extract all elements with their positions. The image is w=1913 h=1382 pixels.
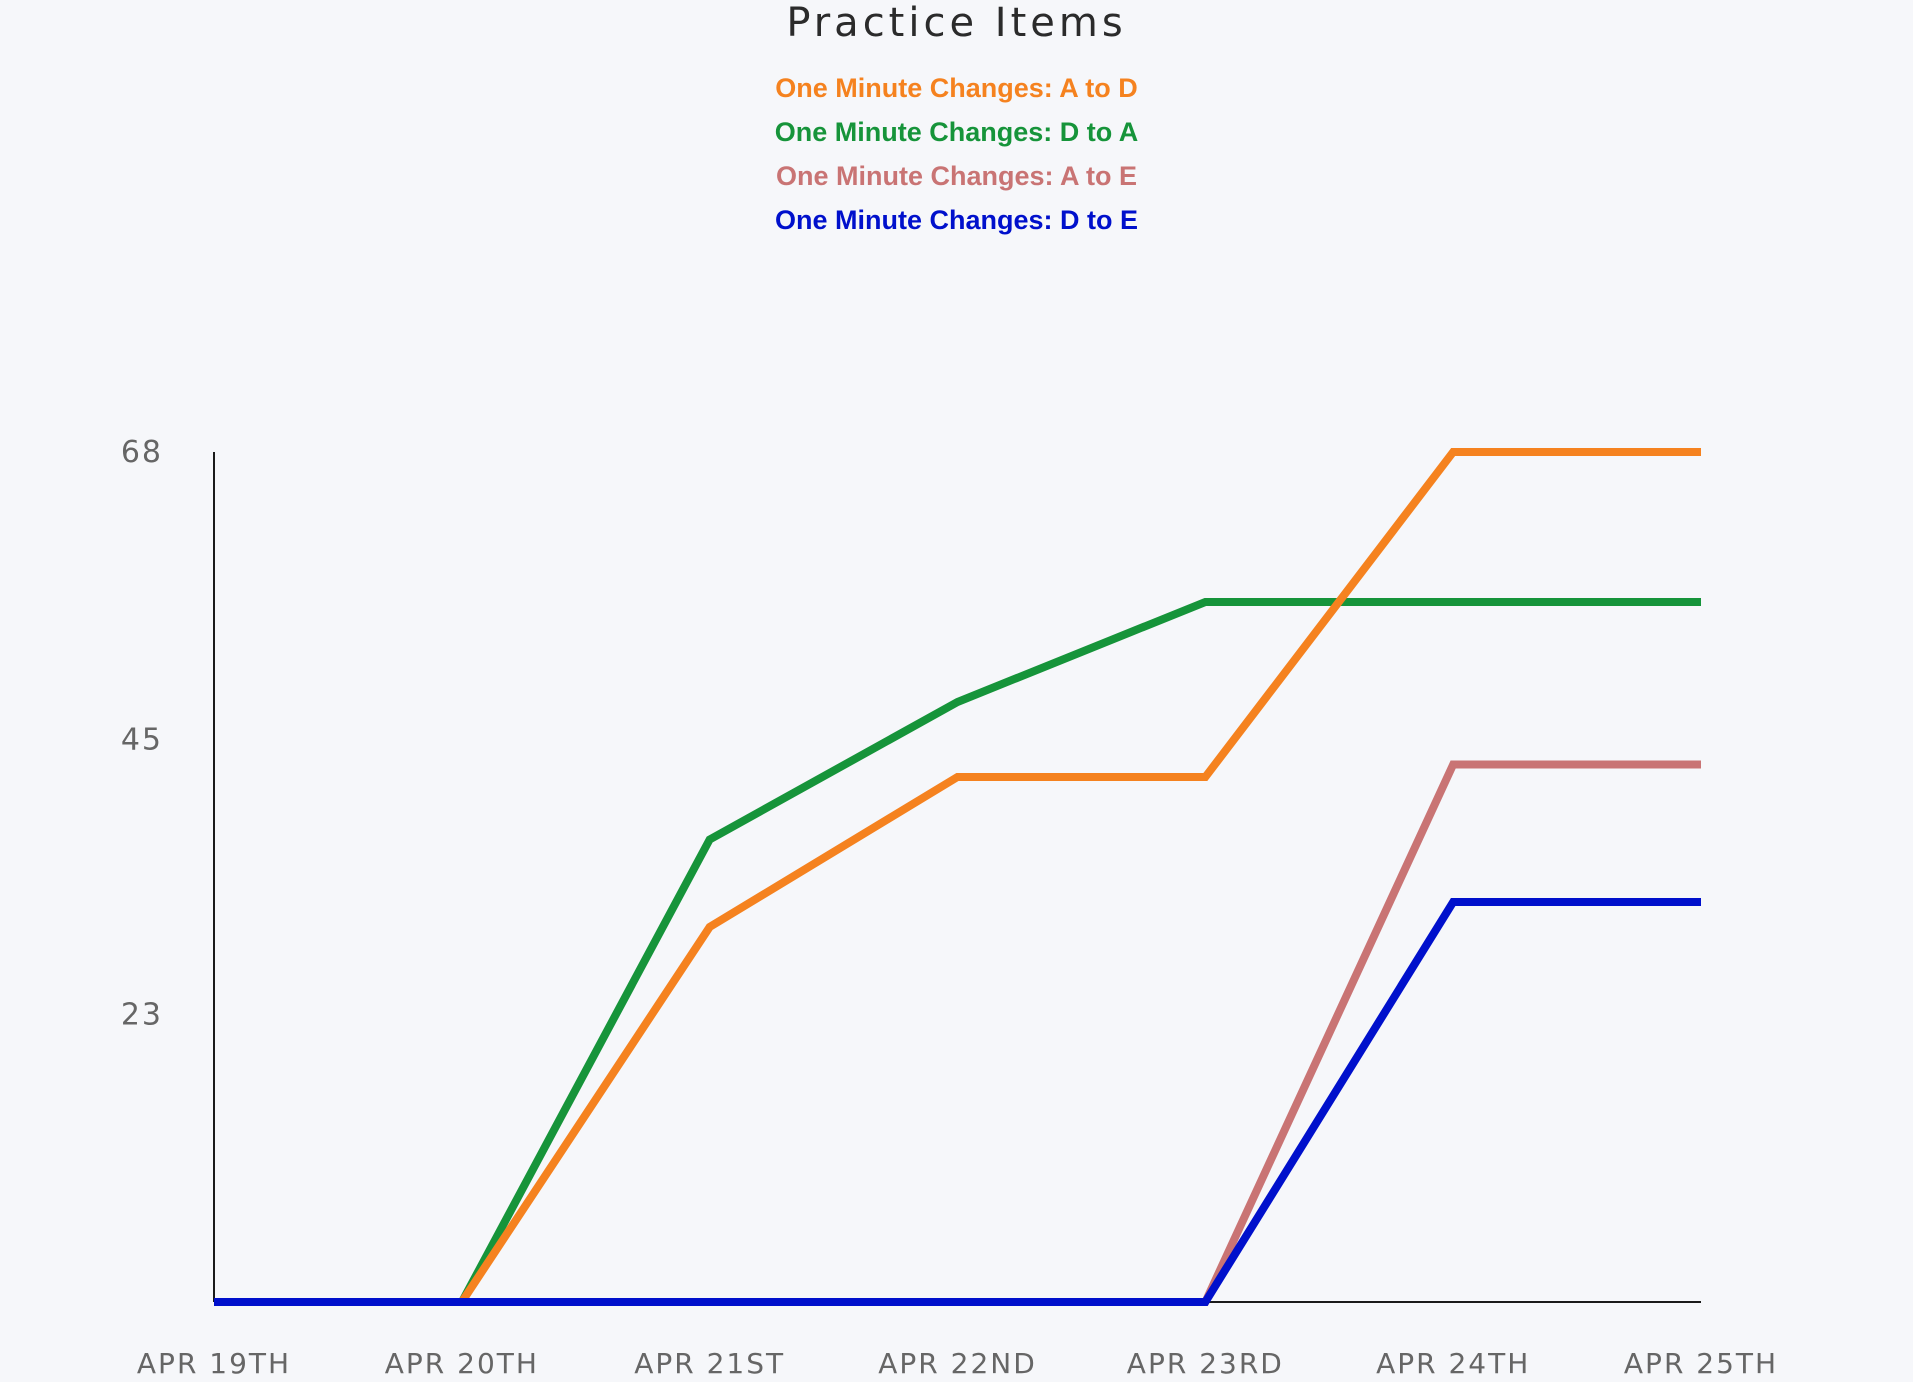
x-tick-label: APR 21ST	[634, 1347, 785, 1380]
legend-item-d-to-a: One Minute Changes: D to A	[774, 117, 1139, 147]
x-tick-label: APR 19TH	[137, 1347, 291, 1380]
y-tick-label: 68	[121, 435, 163, 470]
x-tick-label: APR 24TH	[1376, 1347, 1530, 1380]
series-line-one-minute-changes-d-to-a	[214, 598, 1701, 1306]
x-tick-label: APR 23RD	[1127, 1347, 1284, 1380]
x-tick-label: APR 25TH	[1624, 1347, 1778, 1380]
series-line-one-minute-changes-a-to-e	[214, 760, 1701, 1306]
legend-item-a-to-d: One Minute Changes: A to D	[775, 73, 1138, 103]
legend-item-a-to-e: One Minute Changes: A to E	[775, 161, 1137, 191]
chart-title: Practice Items	[786, 0, 1127, 46]
y-tick-label: 45	[121, 723, 163, 758]
chart-legend: One Minute Changes: A to D One Minute Ch…	[0, 66, 1913, 242]
x-tick-label: APR 20TH	[385, 1347, 539, 1380]
x-tick-label: APR 22ND	[878, 1347, 1037, 1380]
series-line-one-minute-changes-a-to-d	[214, 448, 1701, 1306]
legend-item-d-to-e: One Minute Changes: D to E	[774, 205, 1138, 235]
y-tick-label: 23	[121, 998, 163, 1033]
series-line-one-minute-changes-d-to-e	[214, 898, 1701, 1306]
